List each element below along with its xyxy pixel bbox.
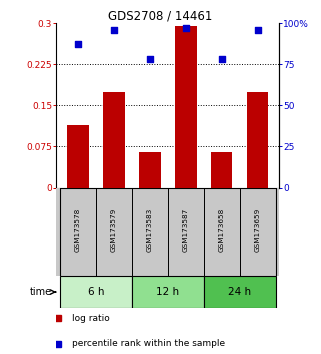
Bar <box>132 188 168 276</box>
Text: 6 h: 6 h <box>88 287 104 297</box>
Text: log ratio: log ratio <box>72 314 109 322</box>
Text: percentile rank within the sample: percentile rank within the sample <box>72 339 225 348</box>
Bar <box>60 188 96 276</box>
Text: GSM173659: GSM173659 <box>255 208 261 252</box>
Bar <box>67 125 89 188</box>
Bar <box>139 152 160 188</box>
Point <box>219 56 224 62</box>
Bar <box>103 92 125 188</box>
Bar <box>240 188 276 276</box>
Bar <box>168 188 204 276</box>
Bar <box>204 188 240 276</box>
Bar <box>175 26 196 188</box>
Text: 12 h: 12 h <box>156 287 179 297</box>
Bar <box>247 92 268 188</box>
Text: GSM173578: GSM173578 <box>75 208 81 252</box>
Text: 24 h: 24 h <box>228 287 251 297</box>
Text: GSM173579: GSM173579 <box>111 208 117 252</box>
Text: time: time <box>30 287 52 297</box>
Bar <box>132 276 204 308</box>
Point <box>75 41 80 47</box>
Point <box>183 25 188 31</box>
Text: GSM173658: GSM173658 <box>219 208 225 252</box>
Bar <box>60 276 132 308</box>
Text: GDS2708 / 14461: GDS2708 / 14461 <box>108 10 213 23</box>
Point <box>111 27 116 33</box>
Text: GSM173583: GSM173583 <box>147 208 153 252</box>
Point <box>255 27 260 33</box>
Bar <box>204 276 276 308</box>
Bar <box>211 152 232 188</box>
Bar <box>96 188 132 276</box>
Point <box>147 56 152 62</box>
Text: GSM173587: GSM173587 <box>183 208 189 252</box>
